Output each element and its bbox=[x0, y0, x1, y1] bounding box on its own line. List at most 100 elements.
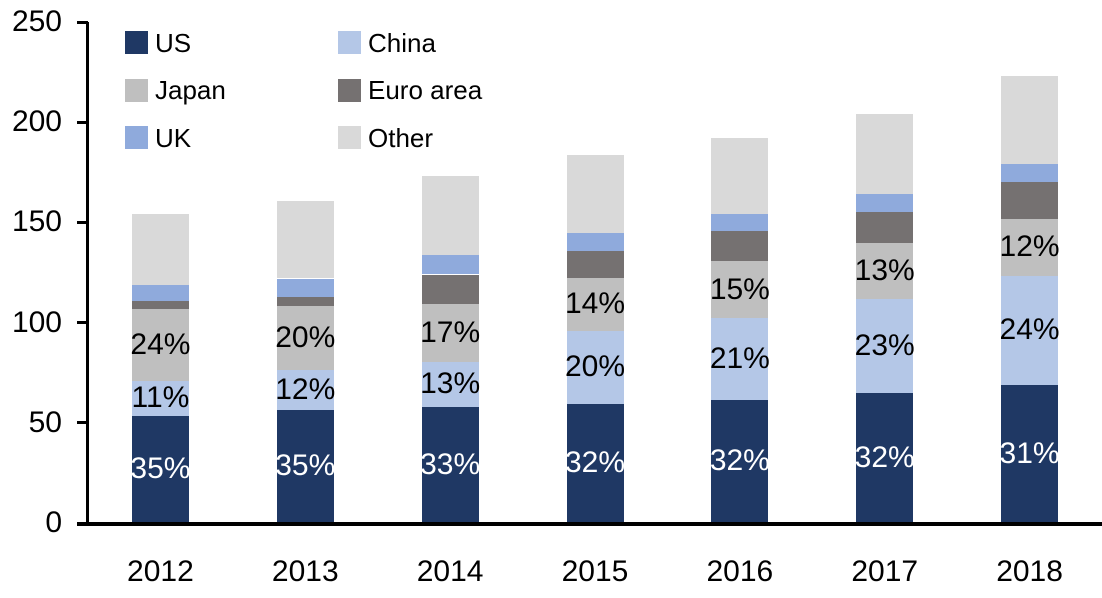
legend-label-china: China bbox=[368, 27, 436, 58]
bar-segment-japan-2018 bbox=[1001, 219, 1059, 276]
bar-segment-euro-area-2016 bbox=[711, 231, 769, 262]
bar-segment-japan-2013 bbox=[276, 305, 334, 370]
bar-segment-euro-area-2015 bbox=[566, 251, 624, 278]
bar-segment-uk-2012 bbox=[131, 284, 189, 301]
segment-label-china-2012: 11% bbox=[131, 381, 190, 415]
segment-label-us-2016: 32% bbox=[709, 444, 770, 478]
bar-segment-uk-2016 bbox=[711, 214, 769, 232]
segment-label-china-2015: 20% bbox=[564, 350, 626, 384]
y-axis-tick-label: 150 bbox=[11, 205, 62, 239]
legend-item-euro-area: Euro area bbox=[338, 76, 482, 104]
bar-segment-euro-area-2013 bbox=[276, 296, 334, 306]
bar-segment-us-2018 bbox=[1001, 384, 1059, 523]
bar-segment-euro-area-2012 bbox=[131, 300, 189, 309]
legend-swatch-other bbox=[338, 126, 361, 149]
bar-segment-uk-2018 bbox=[1001, 164, 1059, 183]
segment-label-china-2013: 12% bbox=[275, 372, 336, 406]
legend-label-us: US bbox=[155, 27, 192, 58]
bar-segment-china-2018 bbox=[1001, 275, 1059, 385]
segment-label-us-2015: 32% bbox=[564, 446, 626, 480]
bar-segment-us-2012 bbox=[131, 415, 189, 523]
x-axis-label-2014: 2014 bbox=[416, 555, 484, 588]
y-axis-tick-label: 200 bbox=[11, 105, 62, 139]
segment-label-japan-2017: 13% bbox=[854, 253, 915, 287]
x-axis-label-2013: 2013 bbox=[271, 555, 339, 588]
bar-segment-us-2015 bbox=[566, 403, 624, 523]
segment-label-japan-2014: 17% bbox=[420, 315, 481, 349]
y-axis-tick-mark bbox=[77, 120, 88, 124]
bar-segment-japan-2016 bbox=[711, 261, 769, 318]
bar-segment-us-2016 bbox=[711, 399, 769, 523]
y-axis-line bbox=[86, 22, 89, 526]
bar-segment-euro-area-2017 bbox=[856, 212, 914, 244]
y-axis-tick-label: 100 bbox=[11, 305, 62, 339]
bar-segment-euro-area-2018 bbox=[1001, 182, 1059, 220]
x-axis-label-2012: 2012 bbox=[127, 555, 194, 588]
y-axis-tick-mark bbox=[77, 20, 88, 24]
bar-segment-japan-2014 bbox=[421, 303, 479, 362]
segment-label-china-2018: 24% bbox=[999, 313, 1060, 347]
bar-segment-us-2014 bbox=[421, 406, 479, 523]
bar-segment-uk-2013 bbox=[276, 278, 334, 297]
segment-label-us-2018: 31% bbox=[999, 436, 1060, 470]
bar-segment-other-2013 bbox=[276, 201, 334, 279]
legend-swatch-japan bbox=[125, 78, 148, 102]
legend-label-uk: UK bbox=[155, 122, 192, 153]
x-axis-label-2016: 2016 bbox=[706, 555, 774, 588]
segment-label-us-2014: 33% bbox=[420, 447, 481, 481]
bar-segment-china-2012 bbox=[131, 380, 189, 416]
segment-label-us-2013: 35% bbox=[275, 449, 336, 483]
x-axis-label-2017: 2017 bbox=[851, 555, 919, 588]
segment-label-us-2012: 35% bbox=[130, 452, 191, 486]
bar-segment-china-2016 bbox=[711, 317, 769, 400]
legend-item-other: Other bbox=[338, 124, 433, 152]
bar-segment-china-2017 bbox=[856, 298, 914, 393]
legend-swatch-uk bbox=[125, 126, 148, 149]
bar-segment-other-2014 bbox=[421, 176, 479, 256]
bar-segment-china-2014 bbox=[421, 361, 479, 407]
legend-item-japan: Japan bbox=[125, 76, 226, 104]
y-axis-tick-label: 0 bbox=[45, 506, 62, 539]
segment-label-japan-2018: 12% bbox=[999, 230, 1060, 264]
bar-segment-japan-2015 bbox=[566, 277, 624, 331]
bar-segment-china-2013 bbox=[276, 369, 334, 410]
y-axis-tick-label: 250 bbox=[11, 5, 62, 38]
y-axis-tick-mark bbox=[77, 220, 88, 224]
segment-label-japan-2015: 14% bbox=[564, 287, 626, 321]
bar-segment-uk-2014 bbox=[421, 255, 479, 275]
legend-item-uk: UK bbox=[125, 124, 191, 152]
bar-segment-other-2018 bbox=[1001, 76, 1059, 165]
x-axis-label-2015: 2015 bbox=[561, 555, 629, 588]
legend-label-other: Other bbox=[368, 122, 434, 153]
bar-segment-japan-2017 bbox=[856, 243, 914, 299]
y-axis-tick-mark bbox=[77, 421, 88, 425]
segment-label-japan-2016: 15% bbox=[709, 272, 770, 306]
bar-segment-other-2017 bbox=[856, 114, 914, 195]
legend-label-euro-area: Euro area bbox=[368, 75, 483, 105]
segment-label-us-2017: 32% bbox=[854, 440, 915, 474]
legend-swatch-us bbox=[125, 31, 148, 54]
y-axis-tick-mark bbox=[77, 321, 88, 325]
segment-label-japan-2013: 20% bbox=[275, 320, 336, 354]
legend-item-us: US bbox=[125, 29, 191, 57]
bar-segment-euro-area-2014 bbox=[421, 274, 479, 304]
y-axis-tick-label: 50 bbox=[28, 405, 62, 439]
segment-label-china-2017: 23% bbox=[854, 328, 915, 362]
segment-label-china-2016: 21% bbox=[709, 341, 770, 375]
bar-segment-uk-2015 bbox=[566, 233, 624, 252]
segment-label-china-2014: 13% bbox=[420, 367, 481, 401]
legend-swatch-euro-area bbox=[338, 78, 361, 102]
legend-label-japan: Japan bbox=[155, 75, 226, 105]
bar-segment-us-2017 bbox=[856, 392, 914, 523]
bar-segment-uk-2017 bbox=[856, 194, 914, 213]
x-axis-label-2018: 2018 bbox=[996, 555, 1063, 588]
bar-segment-china-2015 bbox=[566, 330, 624, 404]
bar-segment-other-2012 bbox=[131, 214, 189, 285]
legend-item-china: China bbox=[338, 29, 436, 57]
bar-segment-other-2016 bbox=[711, 138, 769, 215]
segment-label-japan-2012: 24% bbox=[130, 327, 191, 361]
bar-segment-japan-2012 bbox=[131, 308, 189, 381]
bar-segment-other-2015 bbox=[566, 155, 624, 234]
legend-swatch-china bbox=[338, 31, 361, 54]
